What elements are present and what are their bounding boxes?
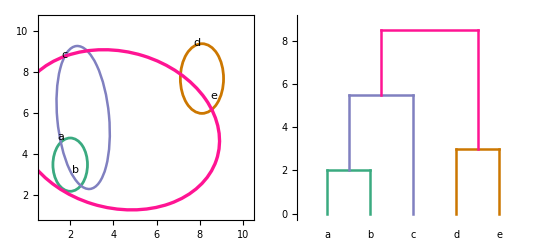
Text: b: b	[72, 165, 79, 175]
Text: d: d	[193, 38, 200, 48]
Text: a: a	[57, 132, 64, 142]
Text: c: c	[62, 50, 68, 60]
Text: e: e	[211, 91, 218, 101]
